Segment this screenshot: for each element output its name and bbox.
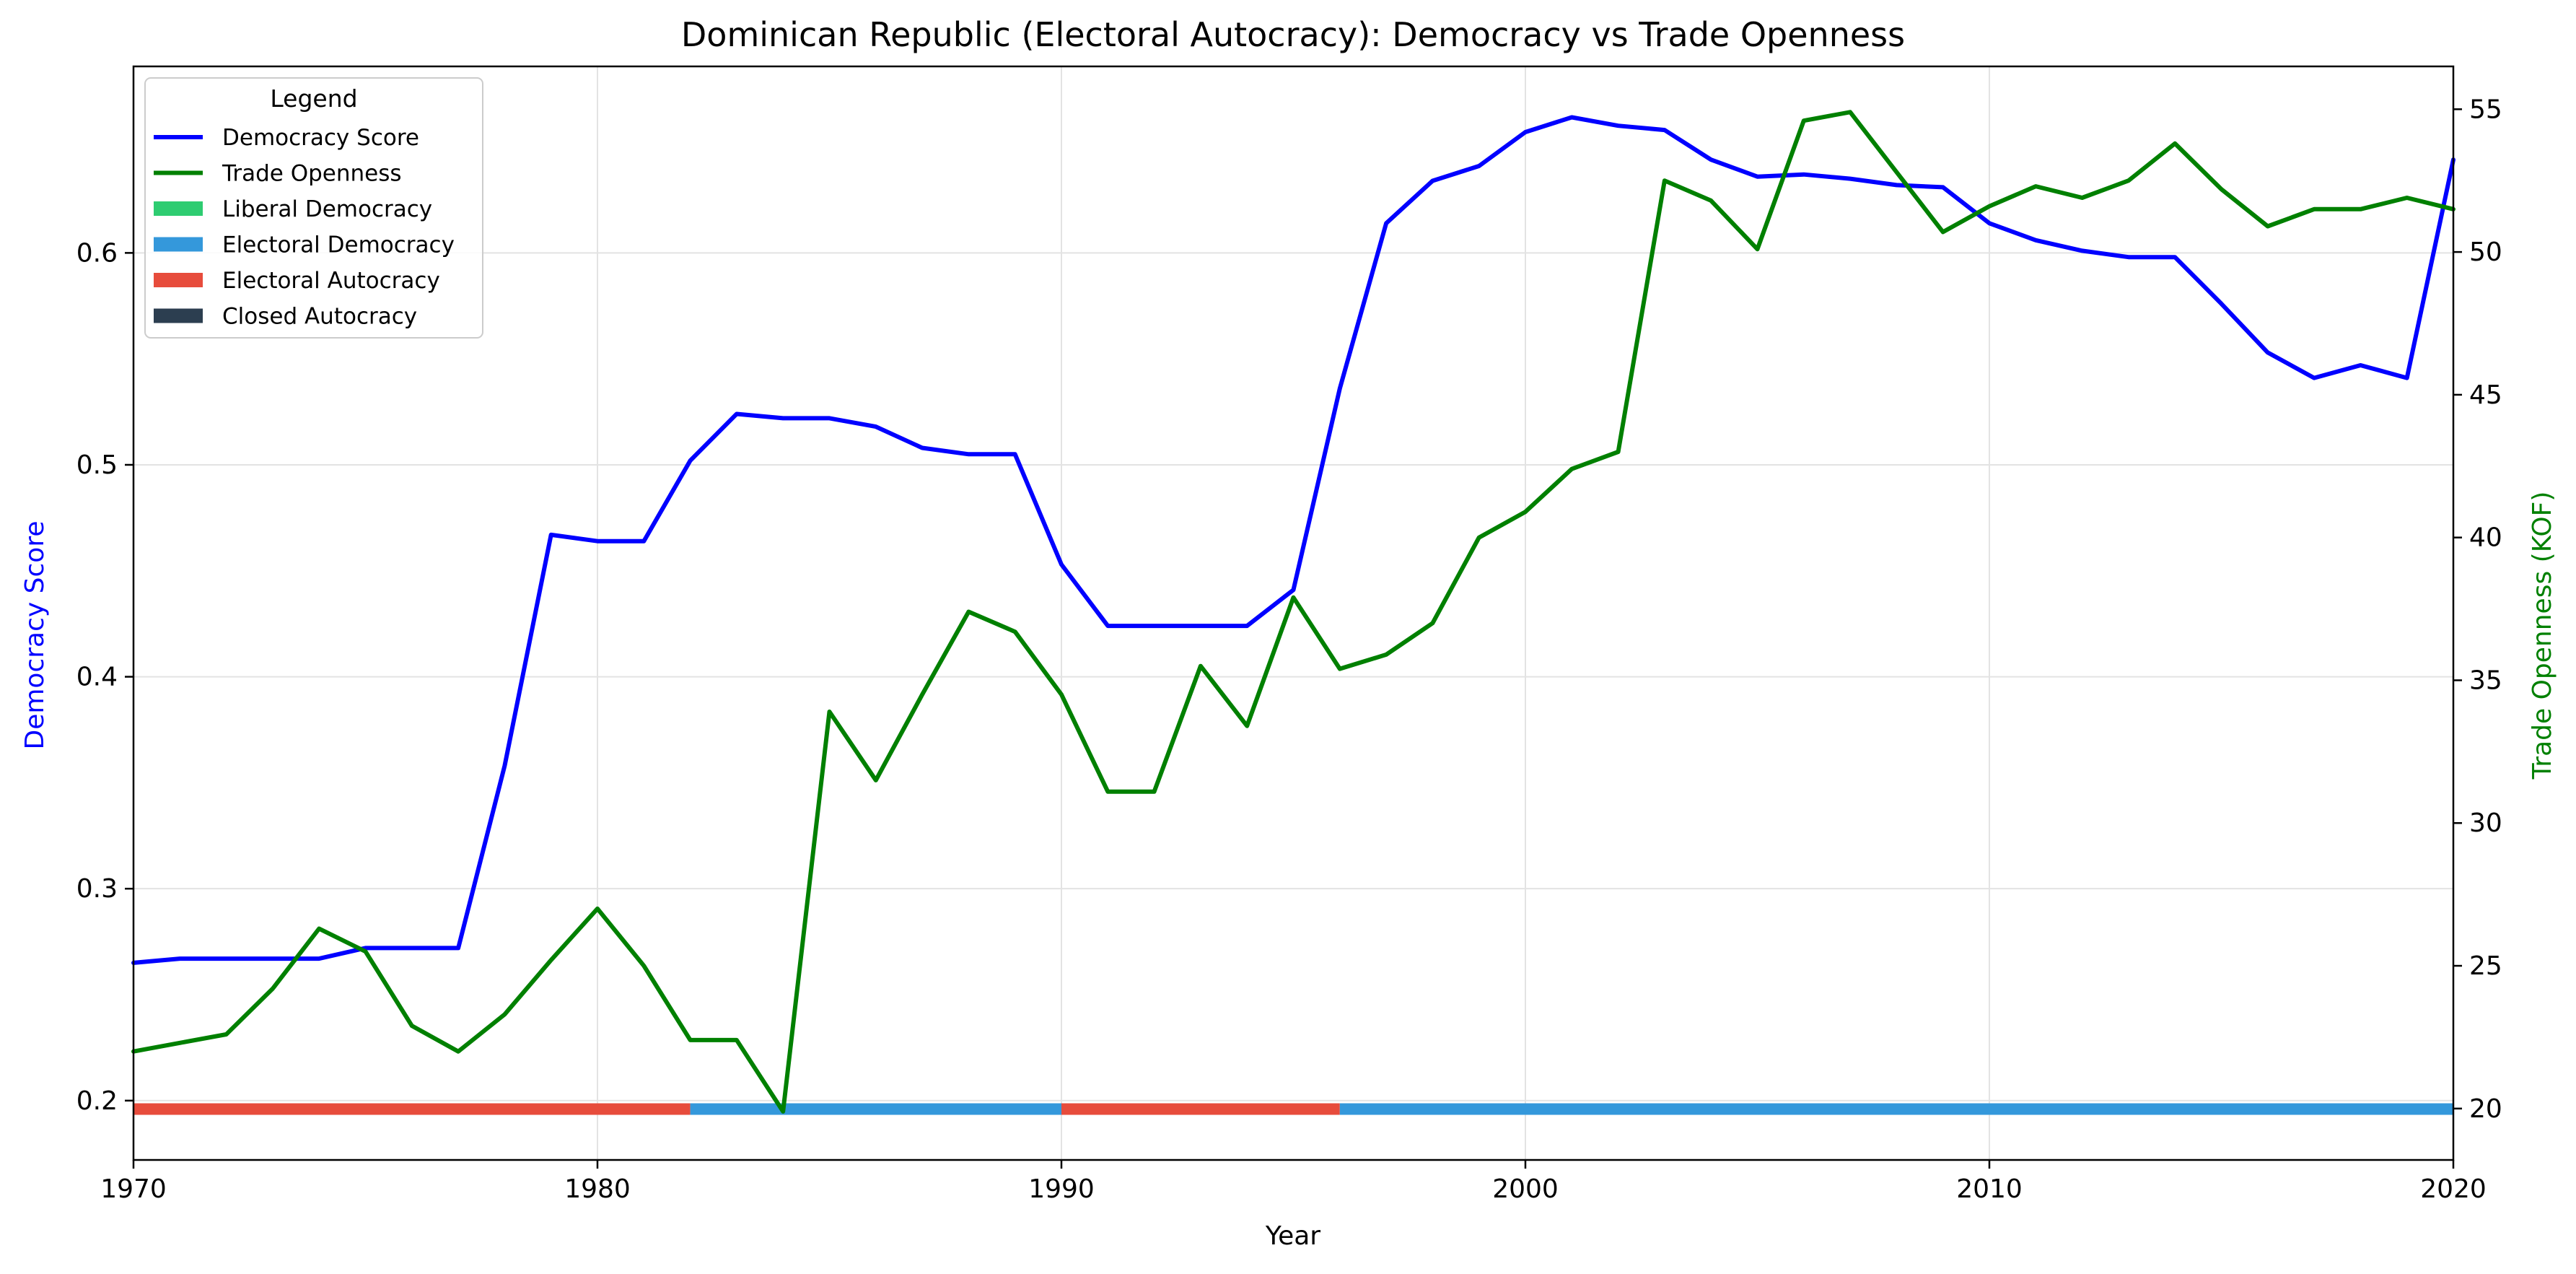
series-lines [131,110,2455,1114]
y-tick-label-right: 25 [2469,951,2502,981]
y-tick-label-right: 50 [2469,237,2502,267]
x-tick-label: 1980 [564,1174,631,1204]
y-tick-label-right: 35 [2469,666,2502,695]
x-tick-label: 2020 [2420,1174,2487,1204]
x-tick-label: 2000 [1492,1174,1559,1204]
legend: Legend Democracy Score Trade Openness Libe… [144,77,483,339]
plot-frame [132,65,2455,1161]
y-axis-right: 20 25 30 35 40 45 50 55 [2453,95,2502,1124]
grid [133,66,2454,1160]
x-axis-title: Year [1265,1221,1320,1251]
legend-label: Electoral Democracy [222,232,455,258]
legend-patch-swatch [154,273,203,287]
x-axis: 1970 1980 1990 2000 2010 2020 [100,1160,2487,1204]
legend-box [144,77,483,339]
legend-label: Liberal Democracy [222,196,432,222]
y-tick-label-right: 20 [2469,1094,2502,1124]
y-tick-label-right: 40 [2469,523,2502,553]
y-axis-left: 0.2 0.3 0.4 0.5 0.6 [76,238,133,1116]
series-line [131,115,2455,965]
legend-patch-swatch [154,308,203,323]
y-tick-label-left: 0.5 [76,450,118,480]
y-tick-label-left: 0.4 [76,663,118,692]
legend-title: Legend [270,84,357,113]
y-tick-label-left: 0.2 [76,1086,118,1116]
legend-label: Trade Openness [222,161,402,187]
x-tick-label: 1970 [100,1174,167,1204]
x-tick-label: 2010 [1956,1174,2023,1204]
y-tick-label-right: 45 [2469,380,2502,410]
chart-title: Dominican Republic (Electoral Autocracy)… [681,15,1905,54]
x-tick-label: 1990 [1028,1174,1095,1204]
legend-items: Democracy Score Trade Openness Liberal Dem… [154,125,455,330]
y-tick-label-left: 0.6 [76,238,118,268]
y-axis-title-right: Trade Openness (KOF) [2528,492,2557,780]
legend-label: Closed Autocracy [222,304,417,330]
y-tick-label-right: 30 [2469,808,2502,838]
legend-patch-swatch [154,237,203,252]
legend-label: Democracy Score [222,125,419,151]
y-axis-title-left: Democracy Score [20,521,50,750]
y-tick-label-right: 55 [2469,95,2502,124]
legend-label: Electoral Autocracy [222,268,440,294]
legend-patch-swatch [154,201,203,216]
series-line [131,110,2455,1114]
y-tick-label-left: 0.3 [76,874,118,904]
